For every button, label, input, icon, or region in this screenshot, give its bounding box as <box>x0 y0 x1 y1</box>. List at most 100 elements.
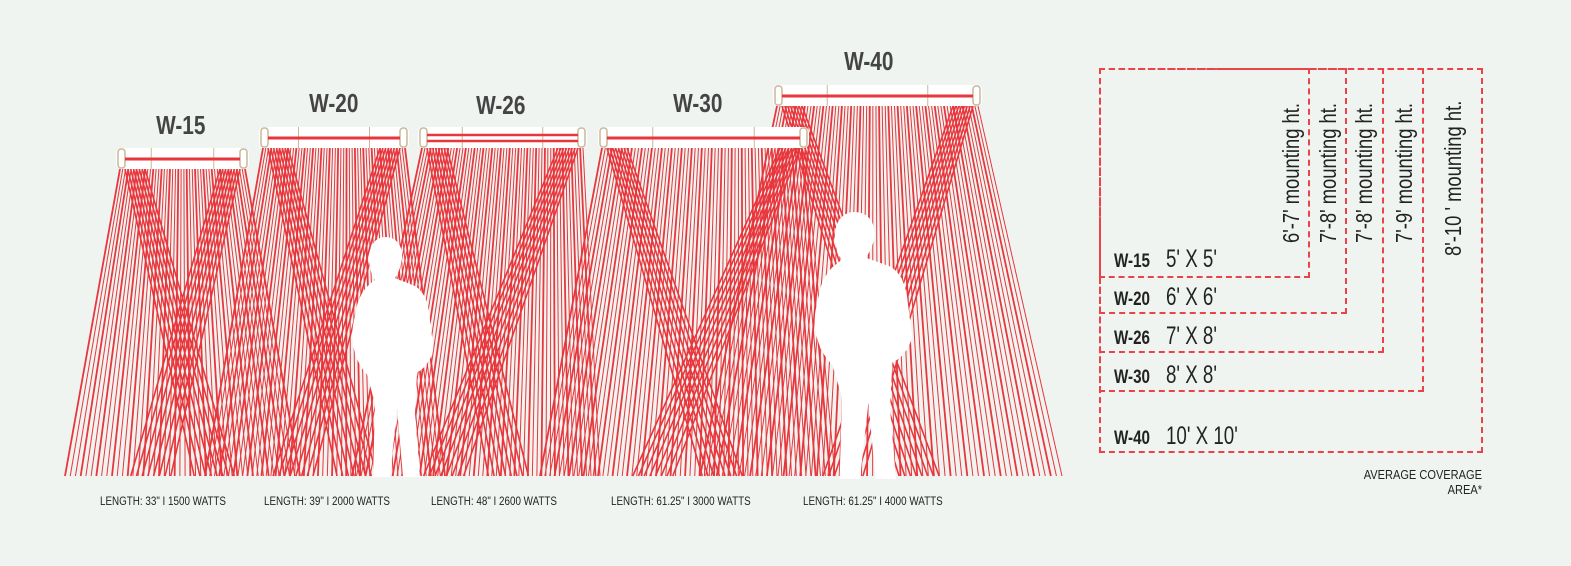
heat-ray <box>228 147 278 477</box>
heat-ray <box>277 147 384 477</box>
size: 7' X 8' <box>1166 322 1217 350</box>
heat-ray <box>727 147 733 477</box>
heat-ray <box>410 147 461 477</box>
coverage-row-w26: W-26 7' X 8' <box>1114 322 1234 351</box>
heat-ray <box>649 147 790 477</box>
heat-ray <box>439 147 568 477</box>
heat-ray <box>451 147 574 477</box>
heat-ray <box>429 147 495 477</box>
heat-ray <box>592 147 640 477</box>
heater-title-w15: W-15 <box>156 110 206 140</box>
heater-w-40 <box>773 85 982 106</box>
heat-ray <box>129 168 221 477</box>
heat-ray <box>434 147 507 477</box>
model: W-40 <box>1114 428 1151 449</box>
heat-ray <box>431 147 501 477</box>
heat-ray <box>244 168 301 477</box>
heat-ray <box>293 147 317 477</box>
heat-ray <box>464 147 496 477</box>
heat-ray <box>138 168 224 477</box>
heat-ray <box>705 105 781 477</box>
heat-ray <box>977 105 1063 477</box>
heat-ray <box>101 168 140 477</box>
heat-ray <box>771 105 818 477</box>
heat-ray <box>727 105 793 477</box>
heat-ray <box>445 147 485 477</box>
heat-ray <box>437 147 513 477</box>
heater-w-15 <box>116 148 249 169</box>
heater-w-20 <box>259 127 409 148</box>
heat-ray <box>626 147 744 477</box>
heat-ray <box>621 147 660 477</box>
heat-ray <box>669 147 693 477</box>
heat-ray <box>760 147 774 477</box>
heat-ray <box>556 147 560 477</box>
heat-ray <box>616 147 656 477</box>
heat-ray <box>968 105 1046 477</box>
heat-ray <box>457 147 576 477</box>
heat-ray <box>540 147 546 477</box>
person-silhouette <box>814 212 912 480</box>
mounting-height-w40: 8'-10 ' mounting ht. <box>1440 100 1466 256</box>
heat-ray <box>943 105 1002 477</box>
heat-ray <box>218 147 273 477</box>
heat-ray <box>640 147 673 477</box>
person-silhouette <box>352 237 434 478</box>
heat-ray <box>428 147 562 477</box>
heat-ray <box>414 147 464 477</box>
heat-ray <box>933 105 985 477</box>
heat-ray <box>567 147 578 477</box>
coverage-box-w15 <box>1099 68 1310 278</box>
heat-ray <box>626 147 663 477</box>
heater-title-w30: W-30 <box>673 88 723 118</box>
heat-ray <box>713 147 723 477</box>
heat-ray <box>267 147 338 477</box>
heat-ray <box>144 168 236 477</box>
heat-ray <box>152 168 233 477</box>
heat-ray <box>64 168 121 477</box>
heat-ray <box>169 168 241 477</box>
mounting-height-w26: 7'-8' mounting ht. <box>1351 103 1377 243</box>
model: W-20 <box>1114 289 1151 310</box>
heat-ray <box>903 105 929 477</box>
heat-ray <box>710 105 784 477</box>
heat-ray <box>765 105 816 477</box>
heat-ray <box>563 147 620 477</box>
heat-ray <box>284 147 373 477</box>
heat-ray <box>699 105 778 477</box>
heat-ray <box>940 105 996 477</box>
heat-ray <box>912 105 946 477</box>
heat-ray <box>665 147 690 477</box>
heat-ray <box>440 147 518 477</box>
heat-ray <box>298 147 320 477</box>
heat-ray <box>232 147 281 477</box>
heat-ray <box>522 147 534 477</box>
heat-ray <box>760 105 812 477</box>
heat-ray <box>223 147 275 477</box>
heat-ray <box>158 168 236 477</box>
coverage-note-text: AVERAGE COVERAGE AREA* <box>1363 467 1482 497</box>
heat-ray <box>573 147 626 477</box>
heat-ray <box>137 168 160 477</box>
heat-ray <box>637 147 784 477</box>
length-label-w15: LENGTH: 33" I 1500 WATTS <box>100 494 226 508</box>
heat-ray <box>757 147 768 477</box>
heat-ray <box>965 105 1041 477</box>
heat-ray <box>747 147 754 477</box>
heat-ray <box>69 168 124 477</box>
heat-ray <box>545 147 549 477</box>
heat-ray <box>270 147 344 477</box>
heat-ray <box>237 147 283 477</box>
heat-ray <box>549 147 610 477</box>
heat-ray <box>573 147 587 477</box>
model: W-15 <box>1114 251 1151 272</box>
heat-ray <box>95 168 138 477</box>
heat-ray <box>278 147 361 477</box>
heat-ray <box>645 147 676 477</box>
heat-ray <box>921 105 963 477</box>
heat-ray <box>272 147 381 477</box>
heat-ray <box>90 168 135 477</box>
heat-ray <box>306 147 398 477</box>
heat-ray <box>209 147 267 477</box>
